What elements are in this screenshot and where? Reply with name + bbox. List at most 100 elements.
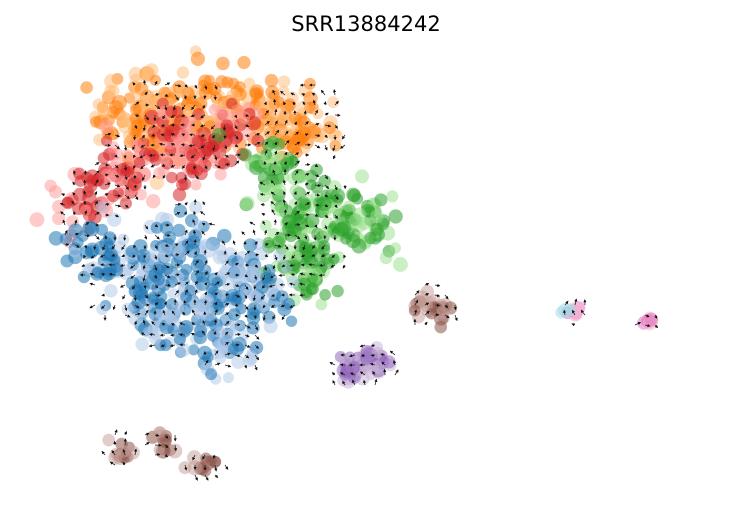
velocity-arrow: [184, 229, 188, 236]
velocity-arrow: [214, 309, 218, 316]
velocity-arrow: [144, 91, 148, 96]
velocity-arrow: [314, 213, 319, 217]
velocity-arrow: [270, 201, 276, 206]
velocity-arrow: [134, 304, 140, 309]
velocity-arrow: [202, 454, 206, 460]
velocity-arrow: [324, 204, 329, 208]
velocity-arrow: [280, 90, 286, 96]
velocity-arrow: [202, 154, 206, 161]
velocity-arrow: [144, 442, 150, 446]
velocity-arrow: [179, 333, 186, 337]
velocity-arrow: [259, 192, 266, 197]
velocity-arrow: [453, 304, 457, 311]
velocity-arrow: [103, 234, 108, 240]
velocity-arrow: [108, 272, 116, 277]
velocity-arrow: [214, 154, 218, 161]
velocity-arrow: [321, 244, 326, 250]
velocity-arrow: [174, 84, 182, 88]
velocity-arrow: [139, 154, 146, 158]
velocity-arrow: [254, 274, 258, 281]
velocity-arrow: [72, 181, 76, 186]
velocity-arrow: [314, 174, 320, 178]
velocity-arrow: [114, 174, 120, 178]
velocity-arrow: [151, 321, 156, 326]
cell-point: [165, 105, 178, 118]
cell-point: [201, 243, 216, 258]
velocity-arrow: [329, 362, 336, 366]
velocity-arrow: [263, 101, 267, 106]
velocity-arrow: [159, 142, 166, 146]
velocity-arrow: [434, 293, 441, 298]
velocity-arrow: [274, 108, 278, 116]
cell-point: [304, 77, 316, 90]
cell-point: [246, 311, 261, 325]
cell-point: [266, 287, 279, 300]
velocity-arrow: [244, 314, 248, 318]
velocity-arrow: [302, 244, 306, 251]
velocity-arrow: [114, 144, 121, 150]
velocity-arrow: [264, 243, 269, 247]
velocity-arrow: [304, 172, 310, 176]
velocity-arrow: [224, 154, 229, 158]
velocity-arrow: [294, 180, 298, 186]
cell-point: [29, 212, 45, 228]
velocity-arrow: [334, 214, 338, 219]
velocity-arrow: [140, 332, 146, 336]
cell-point: [355, 370, 370, 386]
velocity-arrow: [244, 124, 250, 128]
velocity-arrow: [174, 290, 180, 296]
velocity-arrow: [144, 294, 149, 299]
velocity-arrow: [193, 251, 197, 256]
velocity-arrow: [114, 164, 119, 169]
cell-point: [229, 265, 243, 280]
cell-point: [251, 134, 265, 148]
cell-point: [180, 291, 193, 303]
cell-point: [364, 231, 377, 245]
cell-point: [389, 242, 401, 254]
velocity-arrow: [121, 244, 126, 251]
cell-point: [280, 261, 293, 274]
cell-point: [176, 66, 190, 79]
velocity-arrow: [164, 93, 169, 97]
velocity-arrow: [114, 194, 122, 198]
cell-point: [271, 235, 285, 249]
velocity-arrow: [270, 274, 276, 279]
velocity-arrow: [334, 184, 338, 191]
velocity-arrow: [104, 143, 111, 147]
velocity-arrow: [342, 380, 346, 386]
cell-point: [239, 195, 255, 211]
velocity-arrow: [174, 253, 180, 257]
velocity-arrow: [254, 354, 260, 361]
cell-point: [255, 246, 269, 261]
velocity-arrow: [174, 202, 182, 206]
cell-point: [191, 135, 204, 148]
velocity-arrow: [299, 272, 306, 276]
velocity-arrow: [170, 323, 176, 327]
velocity-arrow: [264, 131, 270, 136]
cell-point: [348, 213, 364, 229]
cell-point: [103, 231, 117, 245]
velocity-arrow: [214, 474, 219, 478]
velocity-arrow: [332, 144, 336, 152]
velocity-arrow: [268, 284, 276, 288]
velocity-arrow: [324, 194, 329, 198]
velocity-arrow: [224, 331, 229, 336]
cell-point: [44, 179, 57, 192]
velocity-arrow: [634, 322, 642, 326]
velocity-arrow: [133, 320, 137, 326]
velocity-arrow: [214, 362, 221, 366]
cell-point: [173, 204, 187, 218]
velocity-arrow: [122, 449, 126, 456]
cell-point: [166, 171, 178, 184]
velocity-arrow: [254, 324, 258, 331]
velocity-arrow: [314, 183, 321, 188]
velocity-arrow: [332, 89, 337, 96]
velocity-arrow: [304, 133, 309, 137]
cell-point: [305, 283, 318, 295]
cell-point: [264, 73, 279, 88]
cell-point: [355, 169, 369, 184]
cell-point: [190, 179, 202, 191]
velocity-arrow: [434, 283, 441, 287]
velocity-arrow: [174, 212, 181, 216]
cell-point: [214, 352, 227, 364]
